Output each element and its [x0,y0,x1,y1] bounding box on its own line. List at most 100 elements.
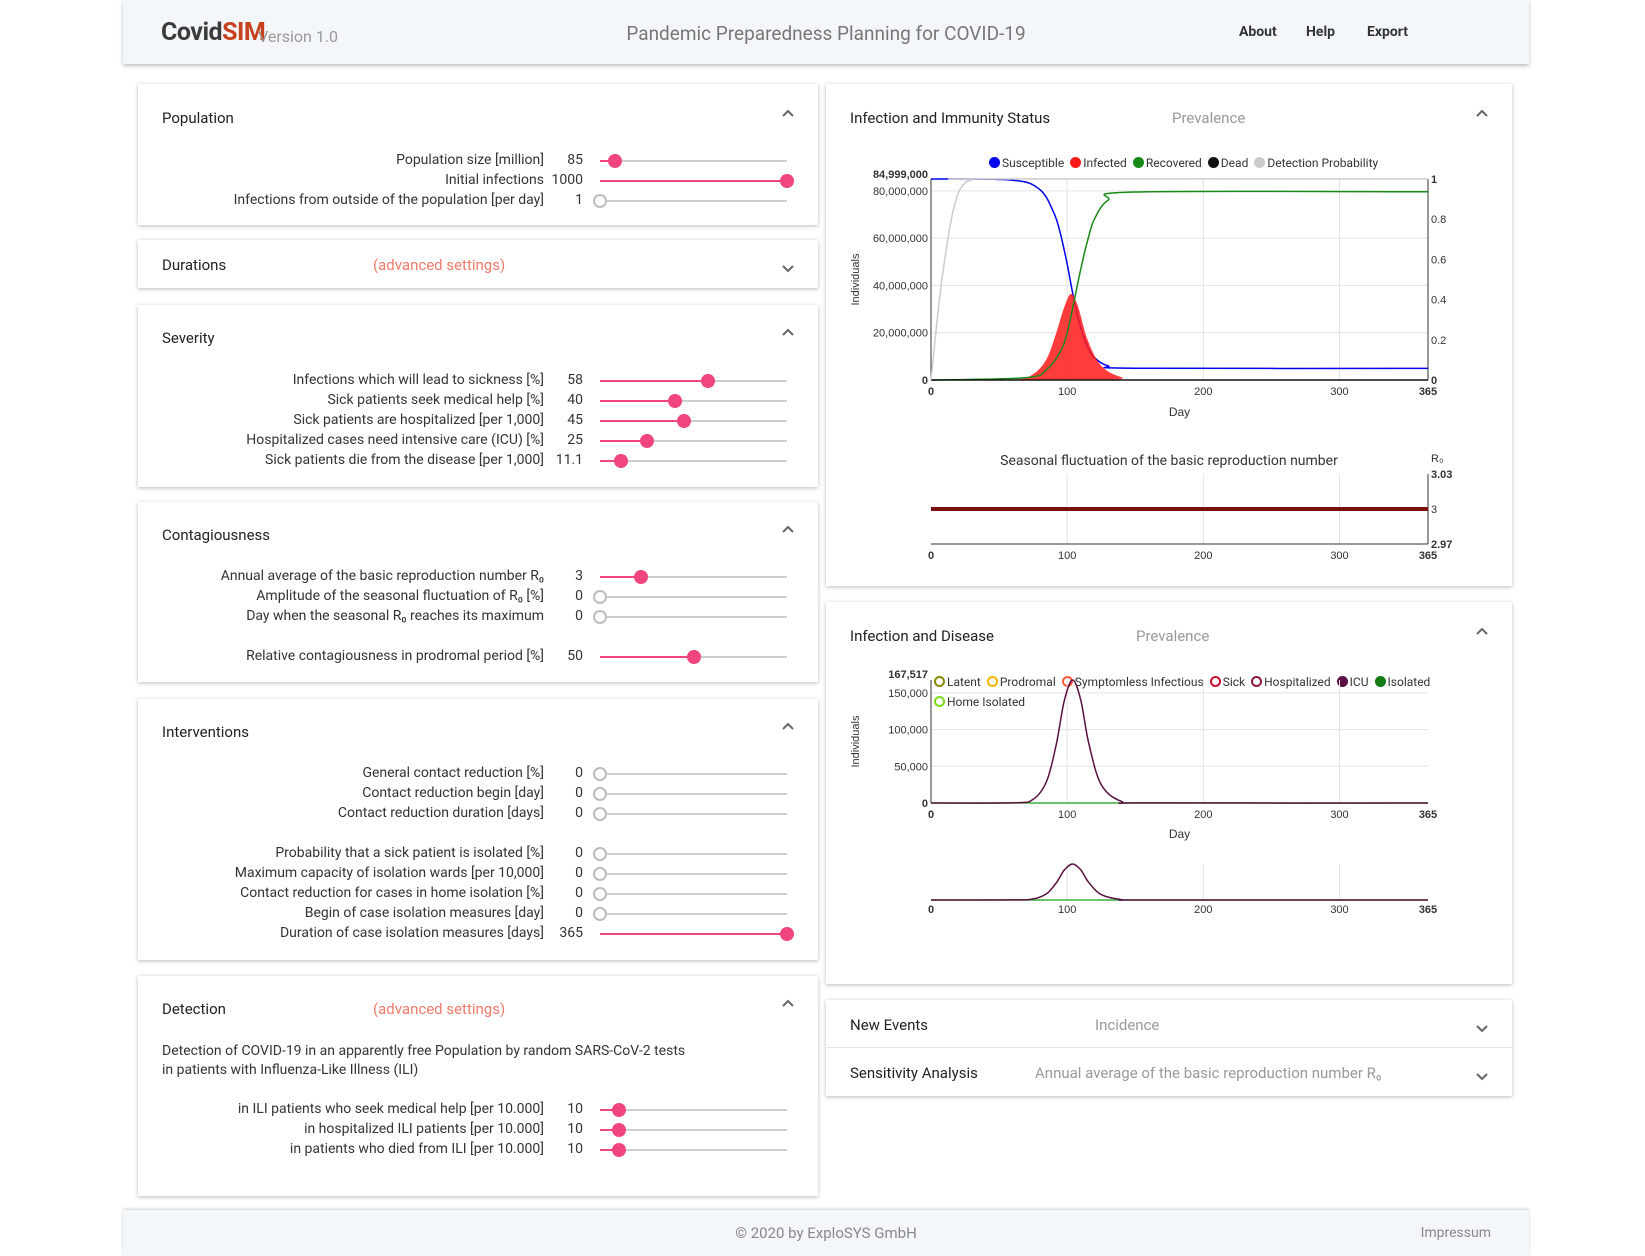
slider-fill [600,1109,619,1111]
new-events-panel[interactable]: New Events Incidence [826,1000,1512,1048]
legend-item[interactable]: Home Isolated [934,692,1025,712]
legend-item[interactable]: Detection Probability [1254,156,1378,170]
legend-item[interactable]: Dead [1207,156,1248,170]
slider-track[interactable] [593,787,787,801]
y2-tick-label: 0 [1431,375,1437,387]
slider-track[interactable] [593,847,787,861]
chevron-up-icon[interactable] [1472,104,1492,124]
slider-track[interactable] [600,927,794,941]
panel-mode[interactable]: Annual average of the basic reproduction… [1035,1064,1382,1082]
advanced-settings-link[interactable]: (advanced settings) [373,256,506,274]
nav-export[interactable]: Export [1367,24,1408,40]
slider-track[interactable] [600,570,787,584]
chevron-up-icon[interactable] [778,520,798,540]
slider-thumb[interactable] [593,887,607,901]
slider-thumb[interactable] [593,807,607,821]
legend-item[interactable]: Hospitalized [1251,672,1331,692]
slider-track[interactable] [600,434,787,448]
x-tick-label: 200 [1194,904,1212,916]
panel-mode[interactable]: Prevalence [1172,109,1246,127]
slider-track[interactable] [593,194,787,208]
chevron-down-icon[interactable] [778,258,798,278]
slider-track[interactable] [593,907,787,921]
durations-panel[interactable]: Durations (advanced settings) [138,240,818,288]
slider-thumb[interactable] [611,1143,626,1157]
slider-track[interactable] [600,374,787,388]
slider-thumb[interactable] [686,650,701,664]
slider-track[interactable] [593,610,787,624]
impressum-link[interactable]: Impressum [1420,1225,1491,1241]
app-logo[interactable]: CovidSIM [161,18,266,47]
slider-track[interactable] [593,887,787,901]
slider-thumb[interactable] [593,194,607,208]
legend-item[interactable]: Infected [1070,156,1127,170]
legend-item[interactable]: Isolated [1374,672,1430,692]
nav-about[interactable]: About [1239,24,1277,40]
sensitivity-analysis-panel[interactable]: Sensitivity Analysis Annual average of t… [826,1048,1512,1096]
slider-thumb[interactable] [607,154,622,168]
logo-sim-text: SIM [222,18,266,47]
chevron-down-icon[interactable] [1472,1066,1492,1086]
slider-thumb[interactable] [780,174,794,188]
slider-thumb[interactable] [613,454,628,468]
slider-thumb[interactable] [677,414,692,428]
nav-help[interactable]: Help [1306,24,1336,40]
slider-thumb[interactable] [593,847,607,861]
slider-label: Annual average of the basic reproduction… [220,568,544,584]
chevron-up-icon[interactable] [1472,622,1492,642]
legend-item[interactable]: Susceptible [989,156,1064,170]
slider-thumb[interactable] [593,767,607,781]
x-tick-label: 365 [1419,550,1437,562]
slider-thumb[interactable] [593,787,607,801]
slider-thumb[interactable] [701,374,716,388]
slider-thumb[interactable] [634,570,649,584]
slider-thumb[interactable] [639,434,654,448]
slider-track[interactable] [600,1143,787,1157]
slider-track[interactable] [593,867,787,881]
slider-track[interactable] [600,414,787,428]
legend-label: Home Isolated [947,695,1026,709]
panel-mode[interactable]: Incidence [1095,1016,1160,1034]
legend-item[interactable]: ICU [1336,672,1369,692]
slider-track[interactable] [600,394,787,408]
y-tick-label: 50,000 [894,761,928,773]
slider-fill [600,440,647,442]
slider-track[interactable] [600,1103,787,1117]
chevron-up-icon[interactable] [778,717,798,737]
app-footer: © 2020 by ExploSYS GmbH Impressum [123,1210,1529,1256]
panel-title: New Events [850,1016,929,1034]
slider-track[interactable] [593,590,787,604]
slider-thumb[interactable] [611,1103,626,1117]
slider-thumb[interactable] [593,610,607,624]
legend-item[interactable]: Sick [1209,672,1245,692]
slider-thumb[interactable] [593,867,607,881]
panel-mode[interactable]: Prevalence [1136,627,1210,645]
slider-track[interactable] [600,454,787,468]
slider-thumb[interactable] [593,590,607,604]
x-tick-label: 100 [1058,809,1076,821]
x-tick-label: 0 [928,809,934,821]
slider-value: 50 [567,648,583,664]
slider-thumb[interactable] [667,394,682,408]
slider-fill [600,656,694,658]
chevron-down-icon[interactable] [1472,1018,1492,1038]
infection-disease-panel: Infection and Disease Prevalence Latent P… [826,602,1512,984]
chevron-up-icon[interactable] [778,323,798,343]
chevron-up-icon[interactable] [778,104,798,124]
advanced-settings-link[interactable]: (advanced settings) [373,1000,506,1018]
legend-label: Detection Probability [1267,156,1379,170]
slider-track[interactable] [600,154,787,168]
chevron-up-icon[interactable] [778,994,798,1014]
panel-title: Contagiousness [162,526,271,544]
slider-track[interactable] [593,767,787,781]
legend-item[interactable]: Latent [934,672,981,692]
slider-thumb[interactable] [780,927,794,941]
slider-thumb[interactable] [611,1123,626,1137]
legend-item[interactable]: Recovered [1132,156,1202,170]
legend-item[interactable]: Prodromal [986,672,1056,692]
slider-track[interactable] [593,807,787,821]
slider-track[interactable] [600,650,787,664]
slider-track[interactable] [600,174,794,188]
slider-track[interactable] [600,1123,787,1137]
slider-thumb[interactable] [593,907,607,921]
